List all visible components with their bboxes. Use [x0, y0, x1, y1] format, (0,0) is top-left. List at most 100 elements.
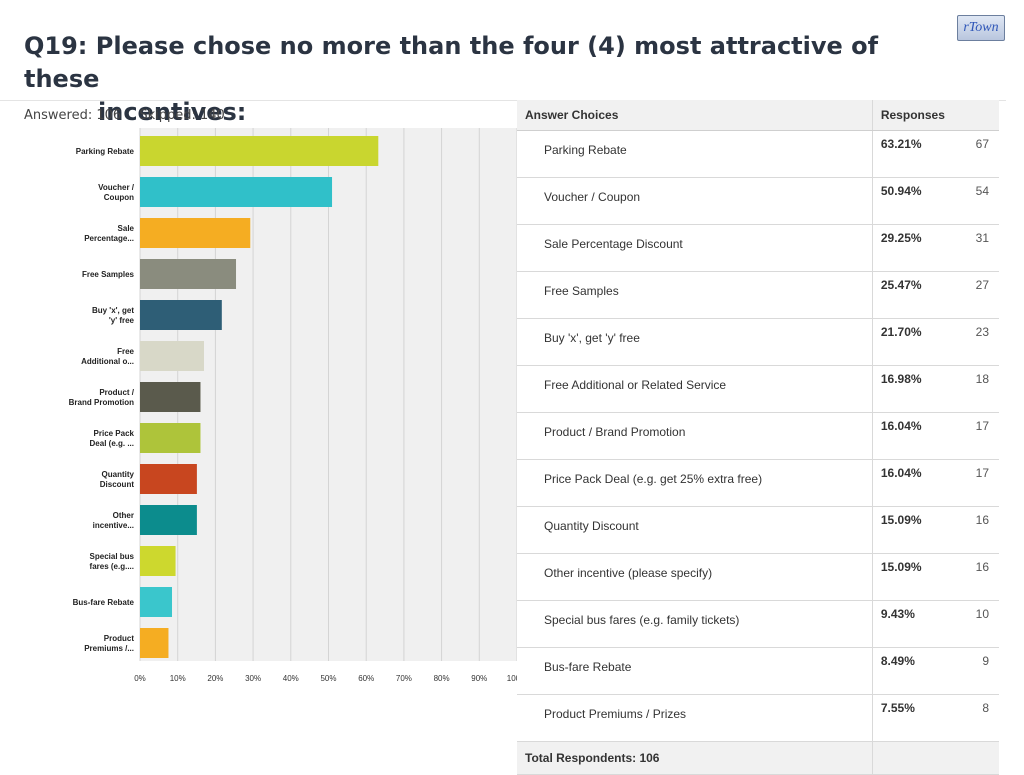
response-percent: 16.04%	[871, 412, 941, 460]
table-row: Quantity Discount 15.09% 16	[517, 506, 999, 554]
response-percent: 7.55%	[871, 694, 941, 742]
answer-choice: Buy 'x', get 'y' free	[517, 318, 873, 366]
answer-choice: Other incentive (please specify)	[517, 553, 873, 601]
answer-choice: Free Additional or Related Service	[517, 365, 873, 413]
category-label: Premiums /...	[84, 644, 134, 653]
bar	[140, 423, 201, 453]
x-tick-label: 10%	[170, 674, 186, 683]
table-row: Product Premiums / Prizes 7.55% 8	[517, 694, 999, 742]
bar	[140, 628, 169, 658]
response-percent: 16.04%	[871, 459, 941, 507]
total-row: Total Respondents: 106	[517, 741, 999, 775]
total-respondents: Total Respondents: 106	[517, 741, 873, 775]
bar	[140, 505, 197, 535]
response-percent: 16.98%	[871, 365, 941, 413]
bar	[140, 300, 222, 330]
total-blank-cell	[871, 741, 999, 775]
category-label: Free	[117, 347, 134, 356]
skipped-count: Skipped: 140	[139, 108, 225, 123]
rtown-logo: rTown	[957, 15, 1005, 41]
answered-count: Answered: 106	[24, 108, 122, 123]
x-tick-label: 90%	[471, 674, 487, 683]
x-tick-label: 80%	[434, 674, 450, 683]
response-percent: 50.94%	[871, 177, 941, 225]
x-tick-label: 60%	[358, 674, 374, 683]
table-row: Price Pack Deal (e.g. get 25% extra free…	[517, 459, 999, 507]
category-label: Discount	[100, 480, 135, 489]
title-line-1: Q19: Please chose no more than the four …	[24, 32, 879, 93]
bar	[140, 464, 197, 494]
category-label: Price Pack	[94, 429, 135, 438]
response-count: 17	[940, 412, 999, 460]
x-tick-label: 50%	[320, 674, 336, 683]
table-row: Parking Rebate 63.21% 67	[517, 130, 999, 178]
responses-table: Answer Choices Responses Parking Rebate 6…	[517, 100, 999, 775]
response-count: 16	[940, 506, 999, 554]
x-tick-label: 20%	[207, 674, 223, 683]
table-row: Free Additional or Related Service 16.98%…	[517, 365, 999, 413]
response-count: 23	[940, 318, 999, 366]
table-row: Other incentive (please specify) 15.09% 16	[517, 553, 999, 601]
response-count: 16	[940, 553, 999, 601]
response-count: 54	[940, 177, 999, 225]
title-line-2: incentives:	[98, 98, 247, 126]
response-count: 17	[940, 459, 999, 507]
category-label: Percentage...	[84, 234, 134, 243]
bar	[140, 546, 176, 576]
category-label: Other	[113, 511, 134, 520]
x-tick-label: 30%	[245, 674, 261, 683]
x-tick-label: 0%	[134, 674, 146, 683]
bar	[140, 382, 201, 412]
category-label: Buy 'x', get	[92, 306, 134, 315]
responses-header: Responses	[871, 100, 999, 131]
category-label: Free Samples	[82, 270, 135, 279]
table-header-row: Answer Choices Responses	[517, 100, 999, 131]
table-row: Product / Brand Promotion 16.04% 17	[517, 412, 999, 460]
table-row: Bus-fare Rebate 8.49% 9	[517, 647, 999, 695]
bar	[140, 177, 333, 207]
category-label: Bus-fare Rebate	[73, 598, 135, 607]
category-label: Special bus	[90, 552, 135, 561]
answer-choice: Sale Percentage Discount	[517, 224, 873, 272]
category-label: Parking Rebate	[76, 147, 135, 156]
category-label: 'y' free	[109, 316, 135, 325]
response-counts: Answered: 106 Skipped: 140	[24, 108, 239, 123]
answer-choices-header: Answer Choices	[517, 100, 873, 131]
table-row: Special bus fares (e.g. family tickets) 9…	[517, 600, 999, 648]
response-count: 10	[940, 600, 999, 648]
category-label: Additional o...	[81, 357, 134, 366]
answer-choice: Quantity Discount	[517, 506, 873, 554]
bar-chart: 0% 10% 20% 30% 40% 50% 60% 70% 80% 90% 100% Parking…	[69, 128, 517, 683]
table-row: Free Samples 25.47% 27	[517, 271, 999, 319]
response-percent: 9.43%	[871, 600, 941, 648]
category-label: Quantity	[102, 470, 135, 479]
response-percent: 15.09%	[871, 506, 941, 554]
answer-choice: Price Pack Deal (e.g. get 25% extra free…	[517, 459, 873, 507]
category-label: fares (e.g....	[90, 562, 134, 571]
table-row: Buy 'x', get 'y' free 21.70% 23	[517, 318, 999, 366]
response-count: 27	[940, 271, 999, 319]
response-percent: 25.47%	[871, 271, 941, 319]
answer-choice: Special bus fares (e.g. family tickets)	[517, 600, 873, 648]
page-title: Q19: Please chose no more than the four …	[24, 30, 924, 129]
table-row: Voucher / Coupon 50.94% 54	[517, 177, 999, 225]
category-label: Coupon	[104, 193, 134, 202]
category-label: Product	[104, 634, 135, 643]
category-label: Brand Promotion	[69, 398, 134, 407]
category-label: Sale	[118, 224, 135, 233]
answer-choice: Product Premiums / Prizes	[517, 694, 873, 742]
x-tick-label: 40%	[283, 674, 299, 683]
response-count: 8	[940, 694, 999, 742]
header-divider	[0, 100, 1006, 101]
bar	[140, 587, 173, 617]
bar	[140, 218, 251, 248]
category-label: incentive...	[93, 521, 134, 530]
answer-choice: Product / Brand Promotion	[517, 412, 873, 460]
bar	[140, 341, 205, 371]
response-count: 9	[940, 647, 999, 695]
bar	[140, 136, 379, 166]
x-tick-label: 100%	[507, 674, 517, 683]
table-row: Sale Percentage Discount 29.25% 31	[517, 224, 999, 272]
category-label: Voucher /	[98, 183, 135, 192]
bar	[140, 259, 237, 289]
